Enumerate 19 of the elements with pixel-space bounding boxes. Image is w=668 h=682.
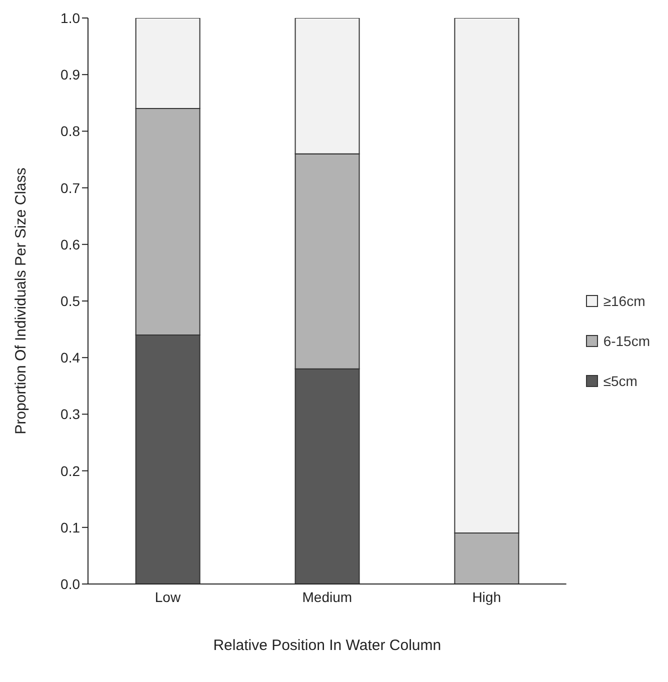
y-tick-label: 0.5 — [60, 292, 80, 309]
x-tick-label: Medium — [302, 588, 352, 605]
y-tick-label: 0.9 — [60, 66, 80, 83]
y-tick-label: 1.0 — [60, 10, 80, 26]
y-tick-label: 0.3 — [60, 406, 80, 422]
legend-label: ≥16cm — [603, 293, 646, 309]
y-axis-title: Proportion Of Individuals Per Size Class — [12, 168, 30, 434]
y-tick-label: 0.7 — [60, 180, 80, 196]
y-tick-label: 0.0 — [60, 576, 80, 592]
x-axis-title: Relative Position In Water Column — [213, 637, 442, 654]
x-tick-label: High — [472, 588, 501, 605]
y-tick-label: 0.6 — [60, 236, 80, 252]
legend-label: ≤5cm — [603, 373, 638, 389]
y-tick-label: 0.8 — [60, 123, 80, 140]
legend-label: 6-15cm — [603, 333, 650, 349]
y-tick-label: 0.1 — [60, 519, 80, 536]
y-tick-label: 0.4 — [60, 350, 80, 366]
y-tick-label: 0.2 — [60, 462, 80, 479]
x-tick-label: Low — [154, 588, 182, 605]
